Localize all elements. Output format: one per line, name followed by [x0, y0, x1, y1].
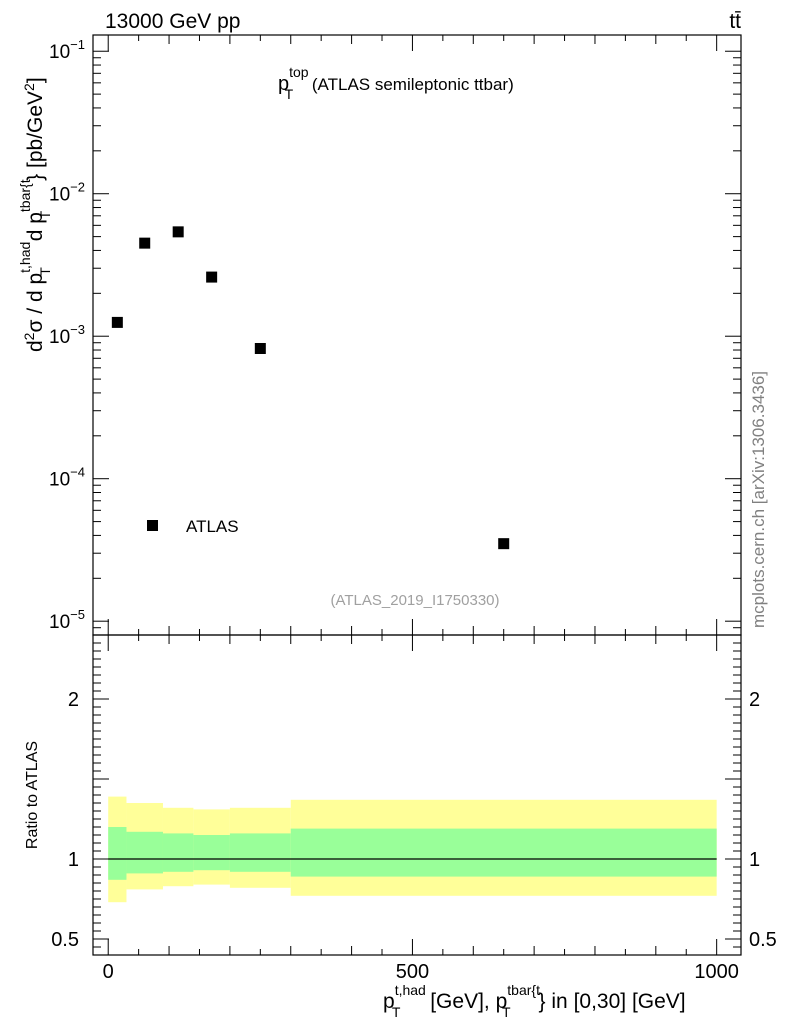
main-y-axis-label: d2σ / d pt,had T d ptbar{tT} [pb/GeV2] — [17, 77, 53, 352]
y-tick-label: 10−5 — [49, 607, 85, 633]
side-watermark: mcplots.cern.ch [arXiv:1306.3436] — [749, 371, 768, 628]
uncertainty-band-inner — [162, 833, 194, 872]
ratio-y-tick-label-left: 2 — [68, 689, 79, 711]
ratio-y-tick-label-left: 1 — [68, 849, 79, 871]
uncertainty-band-inner — [290, 828, 717, 877]
uncertainty-band-inner — [108, 827, 127, 880]
legend-marker — [147, 520, 158, 531]
main-frame — [92, 34, 742, 636]
uncertainty-band-inner — [193, 835, 230, 871]
y-tick-label: 10−2 — [49, 180, 85, 206]
x-axis-label: pt,had T [GeV], ptbar{t T} in [0,30] [GeV] — [383, 982, 686, 1020]
energy-label: 13000 GeV pp — [105, 10, 240, 33]
process-label: tt̄ — [729, 10, 741, 33]
legend-label: ATLAS — [186, 517, 239, 536]
data-point — [498, 538, 510, 550]
plot-title-rest: (ATLAS semileptonic ttbar) — [307, 75, 514, 94]
ratio-y-tick-label-right: 2 — [749, 689, 760, 711]
ratio-ticks — [93, 634, 741, 956]
ratio-frame — [92, 634, 742, 956]
data-point — [111, 316, 123, 328]
y-tick-label: 10−3 — [49, 322, 85, 348]
ratio-y-tick-label-right: 1 — [749, 849, 760, 871]
plot-title-sup: top — [289, 64, 309, 80]
ratio-y-tick-labels: 0.5 0.5 1 1 2 2 — [51, 689, 777, 951]
x-tick-label: 1000 — [694, 961, 739, 983]
main-panel: 10−5 10−4 10−3 10−2 10−1 ptop T (ATLAS semile… — [17, 34, 742, 636]
x-tick-label: 0 — [103, 961, 114, 983]
data-point — [139, 237, 151, 249]
main-y-tick-labels: 10−5 10−4 10−3 10−2 10−1 — [49, 37, 85, 633]
data-point — [254, 342, 266, 354]
plot-title: ptop T (ATLAS semileptonic ttbar) — [278, 64, 514, 102]
ratio-y-axis-label: Ratio to ATLAS — [24, 741, 41, 849]
ratio-panel: 0.5 0.5 1 1 2 2 0 500 1000 Ratio to ATLAS pt,ha… — [24, 634, 777, 1020]
y-tick-label: 10−1 — [49, 37, 85, 63]
data-point — [206, 271, 218, 283]
plot-title-base: p — [278, 73, 289, 95]
main-ticks — [93, 35, 741, 636]
ratio-y-tick-label-left: 0.5 — [51, 929, 79, 951]
data-points — [111, 226, 510, 550]
plot-title-sub: T — [285, 86, 294, 102]
uncertainty-band-inner — [126, 831, 163, 874]
x-tick-labels: 0 500 1000 — [103, 961, 739, 983]
ratio-y-tick-label-right: 0.5 — [749, 929, 777, 951]
y-tick-label: 10−4 — [49, 465, 85, 491]
x-tick-label: 500 — [396, 961, 429, 983]
analysis-id: (ATLAS_2019_I1750330) — [330, 592, 499, 609]
uncertainty-band-inner — [229, 833, 291, 872]
ratio-bands — [108, 796, 717, 903]
data-point — [172, 226, 184, 238]
